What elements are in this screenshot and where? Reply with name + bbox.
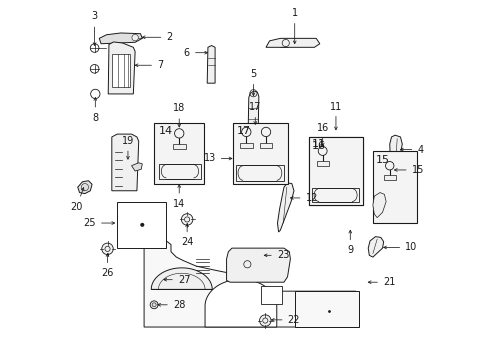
Text: 16: 16 <box>316 123 328 146</box>
Text: 22: 22 <box>271 315 300 325</box>
Polygon shape <box>277 183 293 232</box>
Circle shape <box>259 315 270 326</box>
Text: 7: 7 <box>135 60 163 70</box>
Text: 17: 17 <box>248 102 261 124</box>
Text: 15: 15 <box>375 155 389 165</box>
Polygon shape <box>204 279 276 327</box>
Text: 13: 13 <box>203 153 231 163</box>
Polygon shape <box>151 268 212 289</box>
Text: 8: 8 <box>92 98 98 123</box>
Text: 3: 3 <box>91 12 98 45</box>
Text: 21: 21 <box>367 277 394 287</box>
Bar <box>112 54 130 87</box>
Circle shape <box>150 301 158 309</box>
Bar <box>233 123 287 184</box>
Text: 2: 2 <box>142 32 172 42</box>
Polygon shape <box>99 33 142 44</box>
Text: 15: 15 <box>394 165 423 175</box>
Circle shape <box>132 35 138 41</box>
Circle shape <box>102 243 113 255</box>
Text: 17: 17 <box>237 126 251 136</box>
Bar <box>117 202 165 248</box>
Circle shape <box>181 214 192 225</box>
Polygon shape <box>316 161 328 166</box>
Bar <box>372 151 416 223</box>
Polygon shape <box>112 134 139 191</box>
Bar <box>260 286 282 304</box>
Polygon shape <box>108 42 135 94</box>
Text: 26: 26 <box>101 253 114 278</box>
Text: 18: 18 <box>173 103 185 127</box>
Text: 11: 11 <box>311 139 325 149</box>
Polygon shape <box>239 143 252 148</box>
Polygon shape <box>294 291 359 327</box>
Text: 16: 16 <box>311 140 325 150</box>
Polygon shape <box>144 241 359 327</box>
Text: 20: 20 <box>70 188 84 212</box>
Text: 5: 5 <box>250 69 256 96</box>
Text: 11: 11 <box>329 102 342 112</box>
Polygon shape <box>259 143 272 148</box>
Text: 27: 27 <box>163 275 190 285</box>
Text: 14: 14 <box>173 185 185 209</box>
Text: 9: 9 <box>346 230 353 255</box>
Bar <box>159 164 201 179</box>
Text: 25: 25 <box>83 218 114 228</box>
Polygon shape <box>247 91 258 134</box>
Bar <box>154 123 204 184</box>
Polygon shape <box>131 163 142 171</box>
Polygon shape <box>226 248 290 282</box>
Text: 1: 1 <box>291 8 297 44</box>
Text: 6: 6 <box>183 48 207 58</box>
Text: 24: 24 <box>181 224 193 247</box>
Text: 23: 23 <box>264 250 288 260</box>
Bar <box>308 137 362 205</box>
Polygon shape <box>389 135 402 169</box>
Text: 19: 19 <box>122 136 134 159</box>
Text: 28: 28 <box>158 300 185 310</box>
Circle shape <box>140 223 144 226</box>
Polygon shape <box>367 237 383 257</box>
Polygon shape <box>78 181 92 194</box>
Polygon shape <box>372 193 386 218</box>
Text: 10: 10 <box>383 242 417 252</box>
Polygon shape <box>383 175 395 180</box>
Bar <box>311 188 359 202</box>
Polygon shape <box>172 144 185 149</box>
Polygon shape <box>207 45 215 83</box>
Text: 14: 14 <box>158 126 172 136</box>
Bar <box>235 165 284 181</box>
Text: 12: 12 <box>290 193 317 203</box>
Polygon shape <box>265 39 319 47</box>
Bar <box>308 137 362 205</box>
Text: 4: 4 <box>400 144 423 154</box>
